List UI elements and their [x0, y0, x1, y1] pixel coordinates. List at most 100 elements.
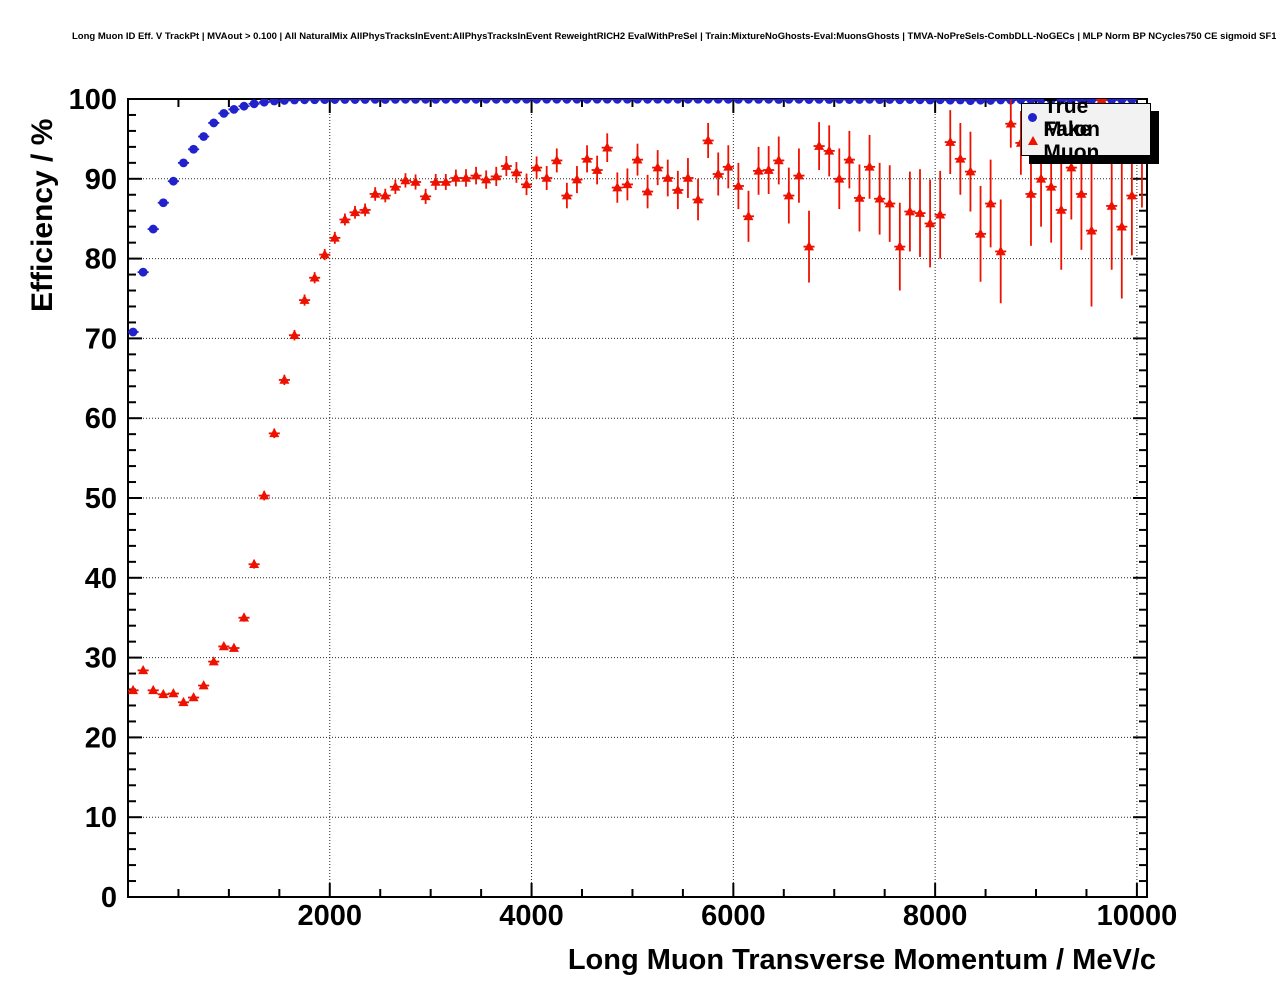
data-point	[1036, 173, 1047, 183]
data-point	[975, 228, 986, 238]
data-point	[390, 181, 401, 191]
data-point	[178, 696, 189, 707]
data-point	[259, 490, 270, 500]
data-point	[1106, 200, 1117, 210]
data-point	[976, 99, 985, 105]
data-point	[935, 99, 945, 105]
data-point	[905, 99, 915, 104]
data-point	[431, 99, 441, 104]
data-point	[774, 99, 784, 104]
x-tick-label: 10000	[1097, 900, 1178, 932]
data-point	[279, 374, 290, 384]
y-tick-label: 60	[85, 403, 117, 435]
data-point	[582, 153, 593, 163]
data-point	[814, 140, 825, 150]
data-point	[824, 145, 835, 155]
data-point	[198, 680, 209, 690]
data-point	[955, 99, 965, 105]
data-point	[259, 99, 269, 107]
data-point	[653, 99, 663, 104]
data-point	[1066, 162, 1077, 172]
data-point	[229, 104, 239, 114]
data-point	[683, 99, 693, 104]
data-point	[542, 99, 552, 104]
data-point	[572, 99, 582, 104]
data-point	[1117, 99, 1127, 105]
data-point	[1096, 99, 1107, 104]
data-point	[551, 155, 562, 165]
data-point	[138, 664, 149, 675]
data-point	[440, 176, 451, 186]
series-fake-muon	[128, 99, 1147, 707]
data-point	[592, 99, 602, 104]
data-point	[915, 99, 925, 105]
data-point	[501, 99, 511, 104]
data-point	[228, 642, 239, 652]
data-point	[521, 178, 532, 189]
data-point	[1076, 188, 1087, 198]
data-point	[562, 99, 572, 104]
y-tick-label: 20	[85, 722, 117, 754]
y-tick-label: 90	[85, 164, 117, 196]
data-point	[874, 193, 885, 203]
data-point	[703, 99, 713, 104]
data-point	[966, 99, 975, 105]
data-point	[299, 294, 310, 304]
data-point	[1066, 99, 1076, 105]
data-point	[904, 206, 915, 216]
y-tick-label: 80	[85, 244, 117, 276]
data-point	[602, 142, 613, 152]
data-point	[804, 99, 814, 104]
data-point	[855, 99, 864, 104]
data-point	[642, 186, 653, 196]
y-tick-label: 100	[69, 84, 117, 116]
data-point	[380, 99, 390, 104]
data-point	[623, 99, 632, 104]
data-point	[370, 188, 381, 198]
data-point	[339, 214, 350, 224]
x-tick-label: 8000	[903, 900, 968, 932]
data-point	[360, 204, 371, 214]
data-point	[834, 99, 844, 104]
x-tick-label: 4000	[499, 900, 564, 932]
data-point	[420, 190, 431, 201]
data-point	[279, 99, 289, 105]
data-point	[672, 184, 683, 194]
data-point	[218, 641, 229, 651]
data-point	[814, 99, 824, 104]
data-point	[793, 170, 804, 180]
data-point	[713, 99, 723, 104]
data-point	[784, 99, 794, 104]
plot-title: Long Muon ID Eff. V TrackPt | MVAout > 0…	[72, 31, 1276, 42]
y-tick-label: 50	[85, 483, 117, 515]
data-point	[158, 688, 169, 699]
data-point	[350, 206, 361, 217]
data-point	[602, 99, 612, 104]
data-point	[945, 99, 955, 105]
data-point	[340, 99, 350, 104]
data-point	[914, 207, 925, 217]
data-point	[663, 99, 673, 104]
data-point	[582, 99, 592, 104]
y-axis-title: Efficiency / %	[26, 118, 59, 312]
data-point	[451, 99, 461, 104]
legend: True Muon Fake Muon	[1021, 95, 1151, 164]
data-point	[985, 198, 996, 208]
data-point	[733, 99, 743, 104]
y-tick-labels: 0 10 20 30 40 50 60 70 80 90 100	[69, 84, 117, 914]
data-point	[1126, 190, 1137, 200]
plot-frame	[127, 98, 1148, 898]
data-point	[309, 272, 320, 282]
axis-ticks	[128, 99, 1147, 897]
data-point	[219, 108, 229, 118]
data-point	[733, 180, 744, 190]
y-tick-label: 10	[85, 802, 117, 834]
data-point	[965, 166, 976, 176]
data-point	[249, 558, 260, 569]
data-point	[925, 218, 936, 228]
data-point	[138, 267, 148, 277]
data-point	[329, 232, 340, 242]
data-point	[894, 241, 905, 251]
data-point	[471, 170, 482, 180]
